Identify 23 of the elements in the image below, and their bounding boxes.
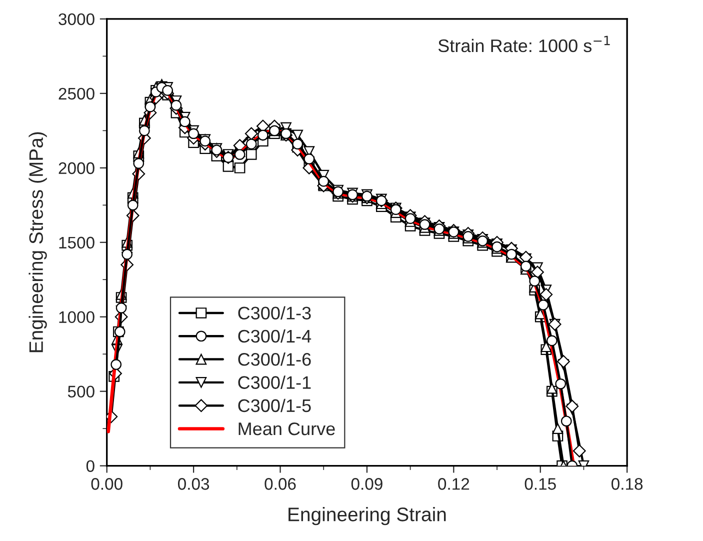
x-tick-label: 0.00 — [91, 478, 122, 490]
y-tick-label: 500 — [68, 386, 94, 398]
x-tick-label: 0.03 — [178, 478, 210, 490]
x-tick-label: 0.09 — [351, 478, 382, 490]
y-tick-label: 3000 — [58, 13, 94, 26]
x-tick-label: 0.12 — [438, 478, 470, 490]
x-axis-title: Engineering Strain — [288, 507, 446, 526]
y-tick-label: 2000 — [58, 162, 94, 174]
y-tick-label: 0 — [86, 460, 94, 472]
x-tick-label: 0.18 — [612, 478, 643, 490]
annotation: Strain Rate: 1000 s$^{−1}$ — [438, 36, 610, 52]
y-axis-title: Engineering Stress (MPa) — [28, 132, 47, 352]
y-tick-label: 1000 — [59, 311, 94, 324]
x-tick-label: 0.15 — [524, 478, 556, 490]
y-tick-label: 2500 — [58, 88, 94, 100]
x-tick-label: 0.06 — [264, 478, 296, 490]
legend-label: C300/1-1 — [238, 376, 311, 389]
y-tick-label: 1500 — [59, 236, 94, 249]
legend-label: Mean Curve — [238, 422, 335, 436]
legend-label: C300/1-6 — [238, 352, 311, 366]
legend-label: C300/1-5 — [238, 398, 311, 412]
legend-label: C300/1-3 — [238, 306, 311, 320]
legend-label: C300/1-4 — [238, 329, 312, 343]
